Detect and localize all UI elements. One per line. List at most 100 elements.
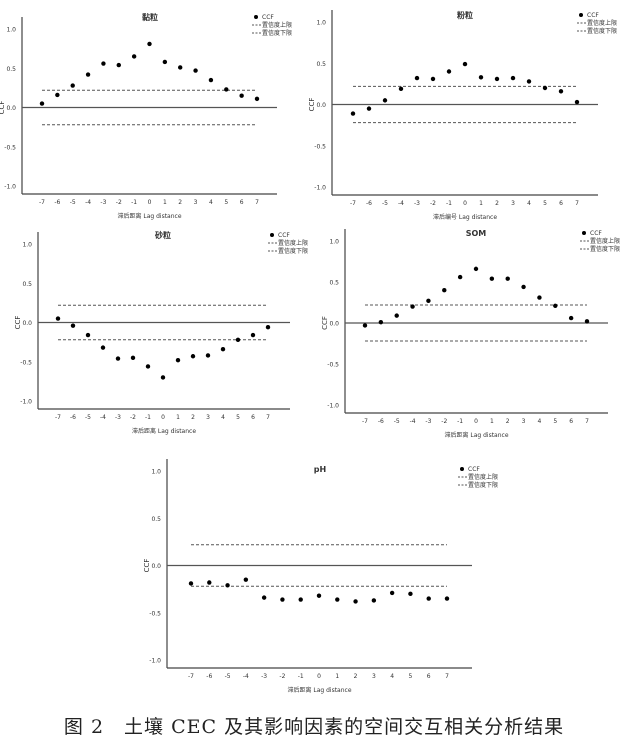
ccf-point — [473, 266, 479, 272]
legend-ccf-marker — [579, 13, 583, 17]
y-tick-label: 1.0 — [329, 239, 339, 246]
ccf-point — [70, 83, 75, 88]
x-tick-label: -4 — [398, 200, 404, 207]
legend-upper-label: 置信度上限 — [590, 237, 620, 245]
legend-lower-label: 置信度下限 — [262, 29, 292, 37]
legend-upper-label: 置信度上限 — [278, 239, 308, 247]
legend-upper-label: 置信度上限 — [468, 473, 498, 481]
x-tick-label: -2 — [430, 200, 436, 207]
legend-ccf-label: CCF — [587, 12, 599, 19]
x-axis-label: 滞后编号 Lag distance — [433, 213, 497, 221]
ccf-point — [382, 98, 388, 103]
ccf-point — [160, 375, 166, 380]
ccf-point — [70, 323, 76, 328]
ccf-point — [145, 364, 151, 369]
x-tick-label: 6 — [427, 673, 431, 680]
ccf-point — [521, 284, 526, 290]
x-tick-label: 3 — [372, 673, 376, 680]
ccf-point — [489, 276, 495, 281]
ccf-point — [254, 96, 260, 102]
x-tick-label: -3 — [100, 199, 106, 206]
y-tick-label: -0.5 — [4, 144, 16, 151]
legend-upper-label: 置信度上限 — [262, 21, 292, 29]
legend-lower-label: 置信度下限 — [278, 247, 308, 255]
x-tick-label: 5 — [236, 414, 240, 421]
ccf-point — [353, 599, 358, 604]
legend-lower-label: 置信度下限 — [590, 245, 620, 253]
y-tick-label: 0.5 — [329, 280, 339, 287]
x-tick-label: 5 — [409, 673, 413, 680]
legend-ccf-marker — [582, 231, 586, 235]
y-tick-label: -1.0 — [327, 403, 339, 410]
ccf-point — [371, 598, 377, 603]
x-tick-label: -4 — [410, 418, 416, 425]
ccf-point — [193, 68, 198, 73]
ccf-point — [526, 79, 532, 84]
x-tick-label: 4 — [390, 673, 394, 680]
y-tick-label: -0.5 — [314, 143, 326, 150]
ccf-point — [100, 345, 106, 350]
x-tick-label: 4 — [209, 199, 213, 206]
x-tick-label: -4 — [100, 414, 106, 421]
ccf-point — [188, 581, 194, 586]
x-tick-label: 7 — [575, 200, 579, 207]
y-axis-label: CCF — [143, 559, 151, 573]
legend-ccf-label: CCF — [262, 14, 274, 21]
x-tick-label: -5 — [70, 199, 76, 206]
x-tick-label: -6 — [70, 414, 76, 421]
x-tick-label: -5 — [225, 673, 231, 680]
chart-title: 黏粒 — [142, 12, 158, 22]
ccf-point — [378, 319, 384, 325]
y-tick-label: 0.0 — [316, 102, 326, 109]
ccf-point — [462, 61, 468, 67]
legend-ccf-label: CCF — [468, 466, 480, 473]
ccf-point — [225, 583, 230, 588]
ccf-point — [280, 597, 285, 602]
chart-2: 1.0 0.5 0.0 -0.5 -1.0 -7 -6 -5 -4 -3 -2 -1 0 1 2 3 4 5 6 7 粉… — [308, 10, 617, 221]
ccf-point — [558, 89, 564, 94]
x-tick-label: -1 — [446, 200, 452, 207]
x-axis-label: 滞后距离 Lag distance — [287, 686, 351, 694]
x-tick-label: 0 — [474, 418, 478, 425]
legend-ccf-marker — [254, 15, 258, 19]
x-tick-label: -3 — [115, 414, 121, 421]
chart-title: 砂粒 — [154, 230, 171, 240]
x-tick-label: -5 — [394, 418, 400, 425]
chart-3: 1.0 0.5 0.0 -0.5 -1.0 -7 -6 -5 -4 -3 -2 -1 0 1 2 3 4 5 6 7 砂… — [14, 230, 308, 435]
y-tick-label: 1.0 — [22, 242, 32, 249]
x-tick-label: 0 — [317, 673, 321, 680]
y-tick-label: 0.0 — [329, 321, 339, 328]
ccf-point — [442, 288, 447, 293]
ccf-point — [394, 313, 399, 318]
x-tick-label: 7 — [445, 673, 449, 680]
ccf-point — [85, 332, 91, 338]
x-axis-label: 滞后距离 Lag distance — [444, 431, 508, 439]
x-tick-label: 0 — [161, 414, 165, 421]
y-tick-label: 0.0 — [22, 320, 32, 327]
x-tick-label: 4 — [538, 418, 542, 425]
y-tick-label: 0.0 — [151, 563, 161, 570]
ccf-point — [205, 353, 211, 358]
x-tick-label: 1 — [479, 200, 483, 207]
ccf-point — [494, 76, 500, 82]
x-tick-label: 6 — [251, 414, 255, 421]
y-tick-label: -1.0 — [149, 658, 161, 665]
y-axis-label: CCF — [308, 98, 316, 112]
x-tick-label: 1 — [176, 414, 180, 421]
x-tick-label: 1 — [335, 673, 339, 680]
ccf-point — [131, 54, 137, 59]
ccf-point — [553, 303, 558, 308]
y-axis-label: CCF — [321, 316, 329, 330]
ccf-point — [178, 65, 183, 70]
x-tick-label: 0 — [148, 199, 152, 206]
x-tick-label: -1 — [298, 673, 304, 680]
chart-5: 1.0 0.5 0.0 -0.5 -1.0 -7 -6 -5 -4 -3 -2 -1 0 1 2 3 4 5 6 7 p… — [143, 459, 498, 694]
x-tick-label: -4 — [85, 199, 91, 206]
x-tick-label: -7 — [350, 200, 356, 207]
ccf-point — [265, 325, 271, 330]
ccf-point — [426, 298, 431, 304]
x-tick-label: 4 — [221, 414, 225, 421]
